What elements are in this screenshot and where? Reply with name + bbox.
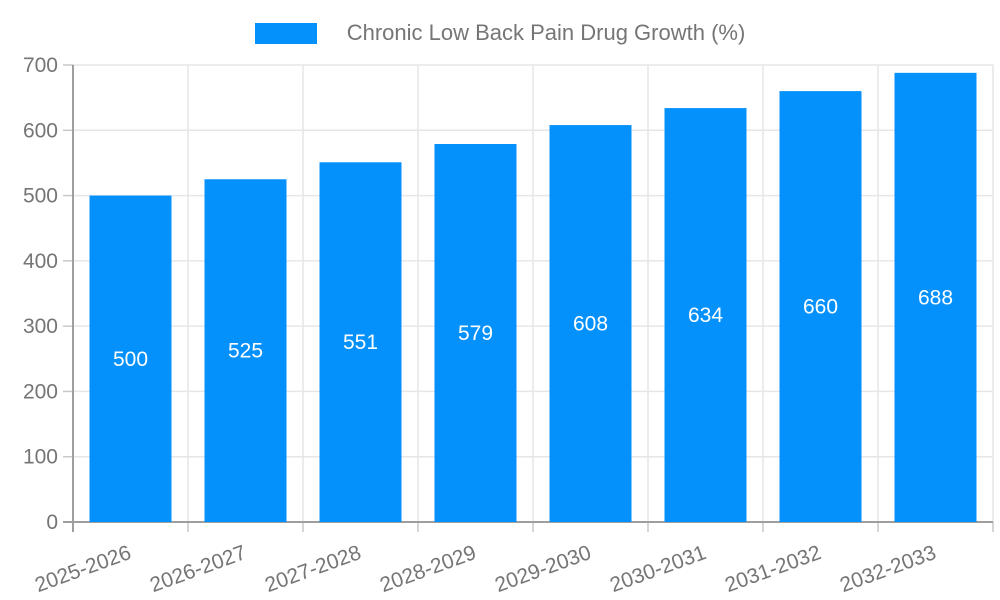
bar [434, 143, 517, 522]
bar-value-label: 688 [918, 286, 953, 309]
x-tick-label: 2031-2032 [722, 541, 824, 597]
bar-value-label: 551 [343, 331, 378, 354]
bar-value-label: 660 [803, 296, 838, 319]
legend: Chronic Low Back Pain Drug Growth (%) [0, 20, 1000, 46]
y-tick-label: 300 [23, 315, 58, 338]
bar-value-label: 634 [688, 304, 723, 327]
y-tick-label: 0 [46, 511, 58, 534]
legend-swatch [254, 22, 317, 44]
bar [894, 72, 977, 522]
y-tick-label: 700 [23, 54, 58, 77]
y-tick-label: 200 [23, 380, 58, 403]
x-tick-label: 2025-2026 [32, 541, 134, 597]
x-tick-label: 2029-2030 [492, 541, 594, 597]
bar [549, 125, 632, 522]
legend-label: Chronic Low Back Pain Drug Growth (%) [346, 20, 746, 45]
bar [89, 195, 172, 523]
x-tick-label: 2030-2031 [607, 541, 709, 597]
y-tick-label: 400 [23, 250, 58, 273]
bar-value-label: 579 [458, 322, 493, 345]
y-tick-label: 600 [23, 119, 58, 142]
bar-value-label: 608 [573, 313, 608, 336]
y-tick-label: 100 [23, 446, 58, 469]
bar-value-label: 500 [113, 348, 148, 371]
x-tick-label: 2026-2027 [147, 541, 249, 597]
bar [319, 162, 402, 523]
bar [204, 179, 287, 522]
bar [779, 91, 862, 522]
bar [664, 108, 747, 523]
x-tick-label: 2028-2029 [377, 541, 479, 597]
bar-value-label: 525 [228, 340, 263, 363]
legend-item[interactable]: Chronic Low Back Pain Drug Growth (%) [254, 20, 746, 46]
x-tick-label: 2027-2028 [262, 541, 364, 597]
x-tick-label: 2032-2033 [837, 541, 939, 597]
y-tick-label: 500 [23, 185, 58, 208]
